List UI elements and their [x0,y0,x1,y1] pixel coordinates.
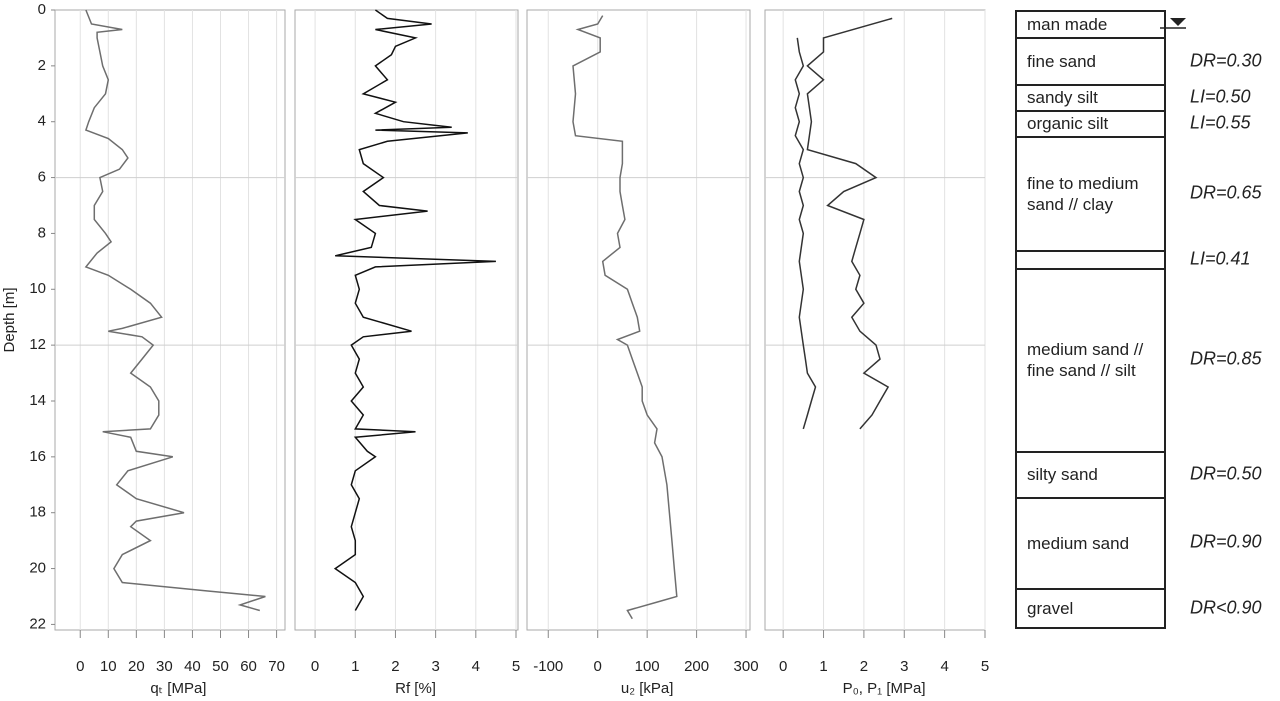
y-axis-label: Depth [m] [1,287,18,352]
x-tick-label: 70 [268,658,285,675]
profile-line [84,9,266,612]
soil-layer: sandy silt [1015,84,1166,112]
x-axis-label: u₂ [kPa] [621,680,674,697]
soil-layer: organic silt [1015,109,1166,138]
x-tick-label: 3 [900,658,908,675]
x-tick-label: 0 [311,658,319,675]
soil-layer: silty sand [1015,450,1166,499]
layer-name: man made [1027,14,1108,34]
layer-parameter: DR<0.90 [1190,597,1262,618]
x-tick-label: 10 [100,658,117,675]
x-tick-label: 30 [156,658,173,675]
x-axis-label: P₀, P₁ [MPa] [843,680,926,697]
layer-name: silty sand [1027,465,1098,485]
soil-layer: fine to medium sand // clay [1015,135,1166,252]
y-tick-label: 18 [29,504,46,521]
y-tick-label: 4 [38,113,46,130]
x-tick-label: 1 [819,658,827,675]
layer-parameter: DR=0.65 [1190,182,1262,203]
profile-line [572,15,678,620]
x-tick-label: 40 [184,658,201,675]
profile-line [794,37,817,430]
soil-layer: medium sand // fine sand // silt [1015,267,1166,453]
soil-layer: fine sand [1015,37,1166,86]
y-tick-label: 20 [29,560,46,577]
y-tick-label: 22 [29,615,46,632]
soil-layer [1015,249,1166,270]
x-tick-label: 2 [391,658,399,675]
layer-parameter: DR=0.90 [1190,531,1262,552]
x-tick-label: 2 [860,658,868,675]
y-tick-label: 16 [29,448,46,465]
y-tick-label: 6 [38,169,46,186]
layer-name: sandy silt [1027,88,1098,108]
layer-parameter: DR=0.85 [1190,348,1262,369]
x-tick-label: 4 [940,658,948,675]
x-tick-label: 200 [684,658,709,675]
y-tick-label: 2 [38,57,46,74]
plot-frame [764,9,986,631]
layer-parameter: LI=0.55 [1190,112,1251,133]
soil-layer: medium sand [1015,496,1166,590]
layer-name: medium sand [1027,533,1130,553]
layer-parameter: LI=0.50 [1190,86,1251,107]
layer-name: fine sand [1027,51,1096,71]
x-tick-label: 60 [240,658,257,675]
x-axis-label: Rf [%] [395,680,436,697]
layer-name: gravel [1027,598,1074,618]
plot-frame [294,9,519,631]
x-tick-label: 0 [76,658,84,675]
x-tick-label: 5 [981,658,989,675]
soil-layer: man made [1015,10,1166,40]
x-tick-label: 4 [472,658,480,675]
layer-name: fine to medium sand // clay [1027,173,1139,214]
layer-parameter: DR=0.30 [1190,50,1262,71]
y-tick-label: 14 [29,392,46,409]
x-tick-label: -100 [533,658,563,675]
profile-line [333,9,496,611]
layer-parameter: LI=0.41 [1190,248,1251,269]
x-tick-label: 0 [779,658,787,675]
y-tick-label: 12 [29,336,46,353]
x-tick-label: 5 [512,658,520,675]
plot-frame [526,9,751,631]
soil-layer: gravel [1015,587,1166,630]
x-tick-label: 50 [212,658,229,675]
y-tick-label: 8 [38,224,46,241]
x-axis-label: qₜ [MPa] [150,680,206,697]
x-tick-label: 100 [635,658,660,675]
profile-line [806,17,893,430]
plot-frame [54,9,286,631]
y-tick-label: 10 [29,280,46,297]
x-tick-label: 3 [431,658,439,675]
layer-parameter: DR=0.50 [1190,463,1262,484]
x-tick-label: 1 [351,658,359,675]
layer-name: organic silt [1027,114,1109,134]
x-tick-label: 0 [594,658,602,675]
water-table-marker [1170,18,1186,26]
layer-name: medium sand // fine sand // silt [1027,339,1144,381]
x-tick-label: 20 [128,658,145,675]
x-tick-label: 300 [734,658,759,675]
y-tick-label: 0 [38,1,46,18]
